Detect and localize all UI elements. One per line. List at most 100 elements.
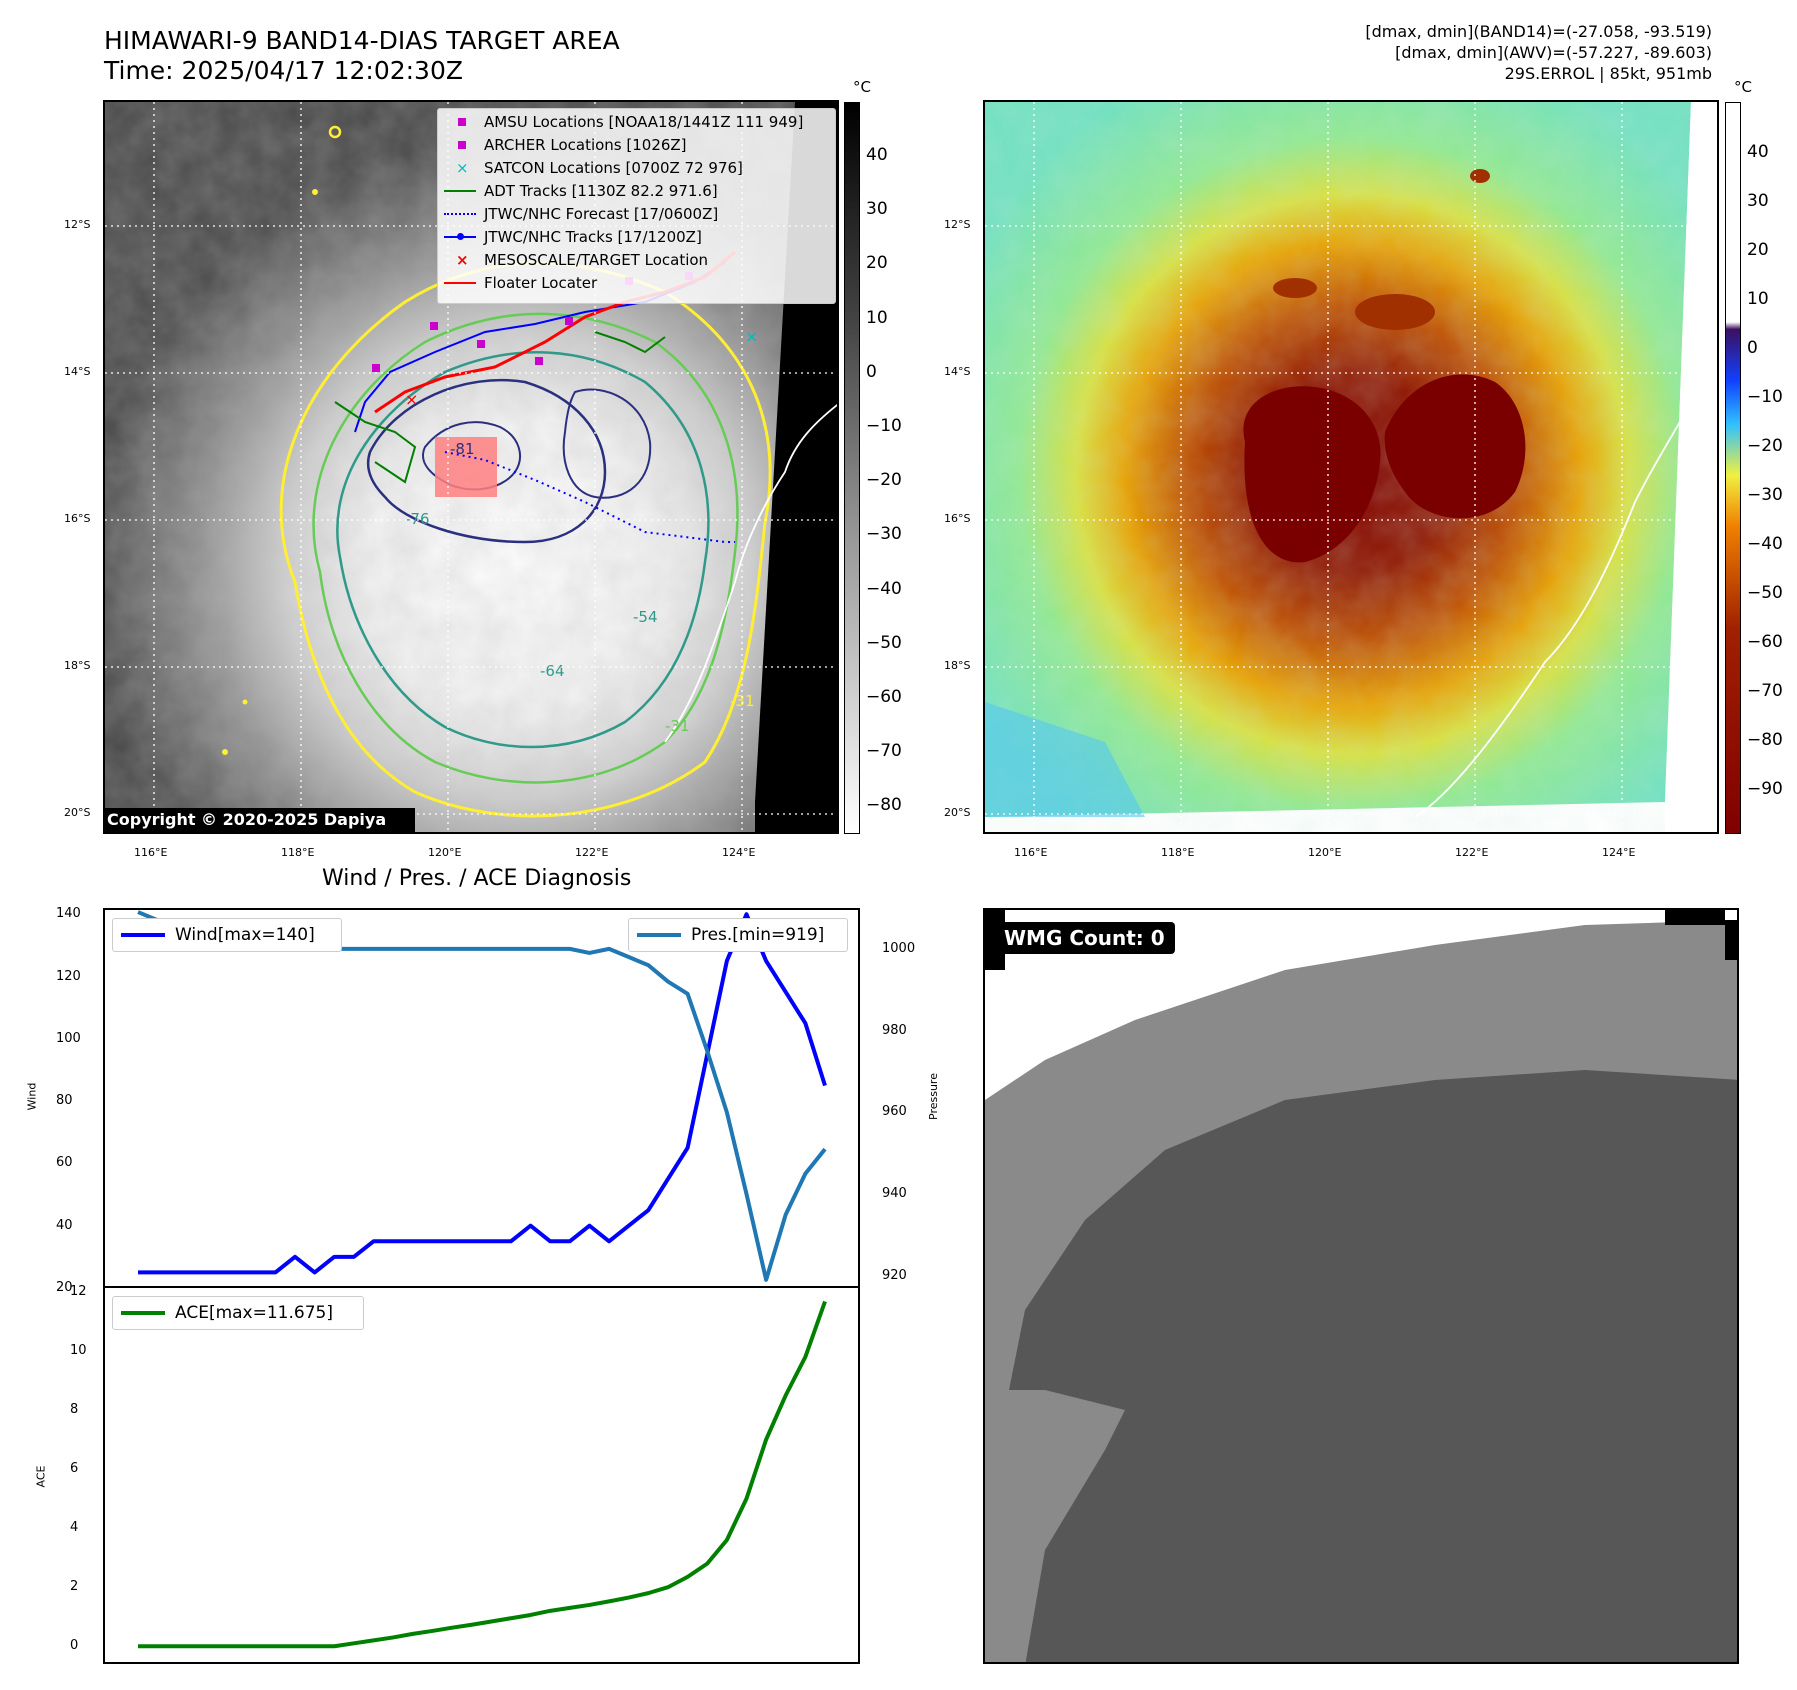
left-colorbar-tick: −70 xyxy=(866,741,902,762)
pressure-axis-tick: 1000 xyxy=(882,940,916,956)
ace-chart xyxy=(103,1286,860,1664)
right-colorbar-tick: −60 xyxy=(1747,632,1783,652)
lat-label: 12°S xyxy=(944,218,971,231)
ace-legend: ACE[max=11.675] xyxy=(112,1296,364,1330)
ace-axis-tick: 12 xyxy=(70,1283,87,1299)
wind-pres-chart xyxy=(103,908,860,1288)
ace-axis-tick: 6 xyxy=(70,1461,79,1477)
contour-label: -76 xyxy=(405,510,430,528)
contour-label: -31 xyxy=(730,692,755,710)
lon-label: 116°E xyxy=(134,846,168,859)
left-colorbar-tick: −10 xyxy=(866,416,902,436)
left-colorbar-tick: −60 xyxy=(866,687,902,707)
info-awv: [dmax, dmin](AWV)=(-57.227, -89.603) xyxy=(1395,43,1712,62)
wind-series-line xyxy=(138,912,827,1275)
info-band14: [dmax, dmin](BAND14)=(-27.058, -93.519) xyxy=(1365,22,1712,41)
lat-label: 20°S xyxy=(944,806,971,819)
enhanced-ir-image xyxy=(985,102,1717,832)
contour-label: -31 xyxy=(665,717,690,735)
lon-label: 118°E xyxy=(1161,846,1195,859)
left-colorbar-tick: 40 xyxy=(866,145,888,165)
lat-label: 16°S xyxy=(944,512,971,525)
wind-axis-tick: 100 xyxy=(56,1030,81,1046)
left-colorbar-tick: 0 xyxy=(866,361,877,382)
ace-axis-label: ACE xyxy=(34,1465,48,1488)
right-colorbar-unit: °C xyxy=(1734,78,1752,96)
left-colorbar-tick: −30 xyxy=(866,524,902,545)
diagnosis-title: Wind / Pres. / ACE Diagnosis xyxy=(322,866,632,891)
ir-map-panel: × × -81 -76 -64 -54 -31 -31 AMSU Locatio… xyxy=(103,100,839,834)
right-colorbar-tick: −90 xyxy=(1747,779,1783,799)
wmg-count-badge: WMG Count: 0 xyxy=(994,922,1175,954)
pressure-axis-tick: 940 xyxy=(882,1186,907,1202)
lon-label: 120°E xyxy=(428,846,462,859)
contour-label: -54 xyxy=(633,608,658,626)
wind-axis-tick: 20 xyxy=(56,1280,73,1295)
lon-label: 120°E xyxy=(1308,846,1342,859)
right-colorbar-tick: −10 xyxy=(1747,387,1783,407)
ir-map-grid xyxy=(105,102,837,832)
ace-axis-tick: 0 xyxy=(70,1638,79,1654)
wind-axis-tick: 60 xyxy=(56,1155,73,1171)
lat-label: 14°S xyxy=(944,365,971,378)
lat-label: 18°S xyxy=(64,659,91,672)
right-colorbar-tick: 0 xyxy=(1747,338,1758,358)
ace-axis-tick: 4 xyxy=(70,1520,79,1536)
contour-label: -81 xyxy=(450,440,475,458)
right-colorbar-tick: −30 xyxy=(1747,485,1783,505)
wmg-panel xyxy=(983,908,1739,1664)
wind-axis-tick: 40 xyxy=(56,1217,73,1233)
contour-label: -64 xyxy=(540,662,565,680)
right-colorbar-tick: 20 xyxy=(1747,240,1769,260)
lat-label: 14°S xyxy=(64,365,91,378)
ace-series-line xyxy=(138,1300,827,1649)
lat-label: 18°S xyxy=(944,659,971,672)
left-colorbar-tick: −50 xyxy=(866,632,902,653)
lon-label: 124°E xyxy=(722,846,756,859)
lat-label: 12°S xyxy=(64,218,91,231)
wmg-image xyxy=(985,910,1737,1662)
ace-axis-tick: 10 xyxy=(70,1342,87,1358)
right-colorbar-tick: −80 xyxy=(1747,730,1783,750)
pressure-axis-tick: 960 xyxy=(882,1104,907,1120)
left-colorbar-tick: −20 xyxy=(866,470,902,491)
pressure-axis-tick: 920 xyxy=(882,1267,907,1283)
wind-axis-tick: 120 xyxy=(56,968,81,984)
left-colorbar-tick: 20 xyxy=(866,253,888,274)
track-legend: AMSU Locations [NOAA18/1441Z 111 949] AR… xyxy=(437,108,836,304)
right-colorbar-tick: −20 xyxy=(1747,436,1783,456)
right-colorbar xyxy=(1725,102,1741,834)
wind-axis-label: Wind xyxy=(25,1082,39,1111)
figure-time: Time: 2025/04/17 12:02:30Z xyxy=(104,56,463,85)
lon-label: 122°E xyxy=(575,846,609,859)
left-colorbar xyxy=(844,102,860,834)
lon-label: 116°E xyxy=(1014,846,1048,859)
svg-text:×: × xyxy=(405,390,418,409)
wind-axis-tick: 140 xyxy=(56,906,81,922)
lat-label: 20°S xyxy=(64,806,91,819)
right-colorbar-tick: 40 xyxy=(1747,142,1769,162)
pressure-axis-tick: 980 xyxy=(882,1022,907,1038)
left-colorbar-tick: 10 xyxy=(866,307,888,328)
left-colorbar-tick: 30 xyxy=(866,199,888,220)
figure-title: HIMAWARI-9 BAND14-DIAS TARGET AREA xyxy=(104,26,620,55)
right-colorbar-tick: −50 xyxy=(1747,583,1783,603)
lon-label: 118°E xyxy=(281,846,315,859)
left-colorbar-tick: −40 xyxy=(866,578,902,599)
right-colorbar-tick: 30 xyxy=(1747,191,1769,211)
right-colorbar-tick: −40 xyxy=(1747,534,1783,554)
info-storm: 29S.ERROL | 85kt, 951mb xyxy=(1504,64,1712,83)
lon-label: 124°E xyxy=(1602,846,1636,859)
ace-axis-tick: 2 xyxy=(70,1579,79,1595)
ace-axis-tick: 8 xyxy=(70,1402,79,1418)
pressure-legend: Pres.[min=919] xyxy=(628,918,848,952)
pressure-axis-label: Pressure xyxy=(926,1073,940,1120)
left-colorbar-tick: −80 xyxy=(866,795,902,816)
wind-axis-tick: 80 xyxy=(56,1093,73,1109)
lon-label: 122°E xyxy=(1455,846,1489,859)
right-colorbar-tick: 10 xyxy=(1747,289,1769,309)
copyright-label: Copyright © 2020-2025 Dapiya xyxy=(103,808,415,832)
wind-legend: Wind[max=140] xyxy=(112,918,342,952)
right-colorbar-tick: −70 xyxy=(1747,681,1783,701)
left-colorbar-unit: °C xyxy=(853,78,871,96)
